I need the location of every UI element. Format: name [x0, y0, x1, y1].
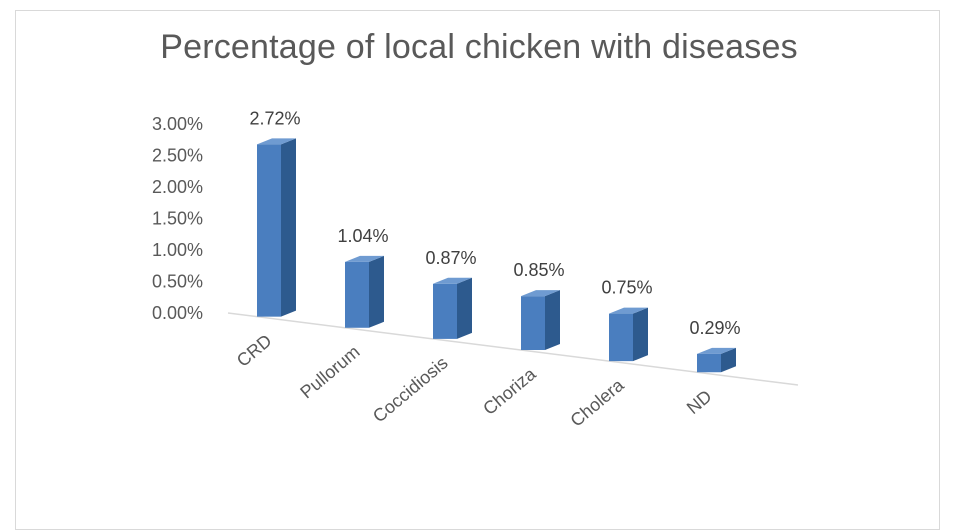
bars: [257, 138, 736, 373]
y-tick-label: 0.50%: [152, 272, 203, 292]
y-tick-label: 2.50%: [152, 146, 203, 166]
bar-side: [457, 277, 472, 339]
bar-side: [545, 290, 560, 351]
bar-side: [369, 255, 384, 328]
data-label: 1.04%: [337, 226, 388, 246]
y-tick-label: 3.00%: [152, 114, 203, 134]
category-label: Cholera: [566, 374, 628, 430]
y-tick-label: 1.50%: [152, 209, 203, 229]
data-label: 2.72%: [249, 108, 300, 128]
bar-top: [257, 138, 296, 145]
y-tick-label: 2.00%: [152, 177, 203, 197]
bar-front: [257, 144, 281, 317]
data-label: 0.85%: [513, 260, 564, 280]
bar-side: [721, 347, 736, 373]
bar-front: [433, 283, 457, 339]
bar-front: [345, 261, 369, 328]
bar-side: [633, 307, 648, 362]
category-label: Choriza: [479, 363, 540, 419]
data-label: 0.87%: [425, 248, 476, 268]
category-label: Coccidiosis: [369, 353, 452, 427]
bar: [345, 255, 384, 328]
bar-top: [433, 277, 472, 284]
bar-top: [345, 255, 384, 262]
data-label: 0.75%: [601, 278, 652, 298]
category-label: ND: [683, 386, 716, 418]
bar-front: [609, 313, 633, 362]
y-tick-label: 0.00%: [152, 303, 203, 323]
y-tick-label: 1.00%: [152, 240, 203, 260]
bar: [697, 347, 736, 373]
x-axis-line: [227, 312, 799, 386]
category-label: Pullorum: [296, 342, 363, 403]
bar-side: [281, 138, 296, 317]
bar: [609, 307, 648, 362]
bar-top: [697, 347, 736, 354]
bar-top: [521, 290, 560, 297]
bar-top: [609, 307, 648, 314]
data-labels: 2.72% 1.04% 0.87% 0.85% 0.75% 0.29%: [249, 108, 740, 337]
bar-front: [697, 353, 721, 373]
data-label: 0.29%: [689, 318, 740, 338]
chart-frame: [15, 10, 940, 530]
bar: [521, 290, 560, 351]
bar: [433, 277, 472, 339]
category-label: CRD: [233, 330, 276, 370]
bar-front: [521, 296, 545, 351]
chart-title: Percentage of local chicken with disease…: [160, 28, 798, 66]
chart-plot: 3.00% 2.50% 2.00% 1.50% 1.00% 0.50% 0.00% 2.72…: [152, 108, 799, 431]
y-axis-ticks: 3.00% 2.50% 2.00% 1.50% 1.00% 0.50% 0.00%: [152, 114, 203, 323]
bar: [257, 138, 296, 317]
